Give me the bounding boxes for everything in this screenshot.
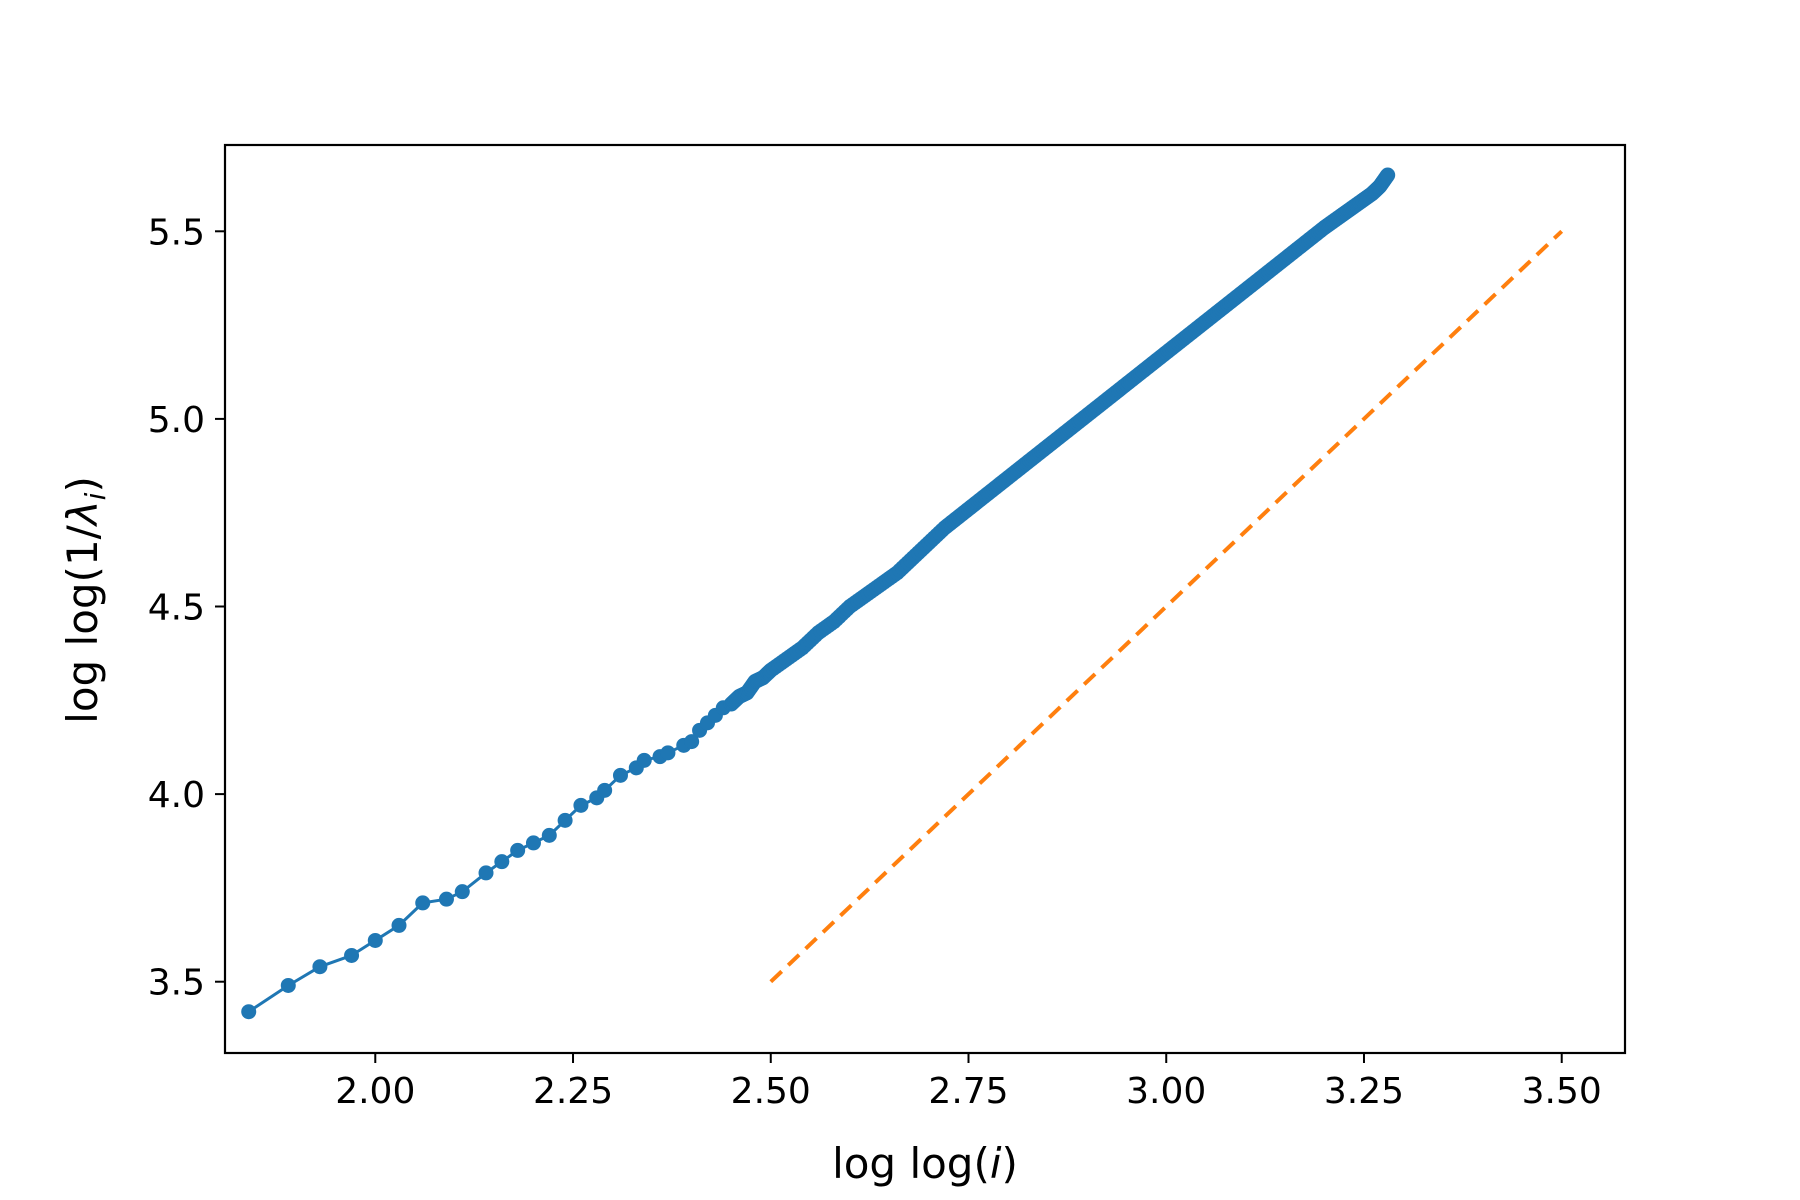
y-axis: 3.5 4.0 4.5 5.0 5.5	[148, 212, 225, 1004]
data-point	[660, 745, 676, 761]
x-tick-label: 2.50	[731, 1071, 811, 1112]
data-point	[684, 734, 700, 750]
data-point	[415, 895, 431, 911]
y-tick-label: 5.5	[148, 212, 205, 253]
data-point	[312, 959, 328, 975]
data-point	[478, 865, 494, 881]
data-point	[494, 854, 510, 870]
data-point	[280, 977, 296, 993]
x-tick-label: 3.50	[1522, 1071, 1602, 1112]
x-tick-label: 2.75	[928, 1071, 1008, 1112]
data-point	[510, 842, 526, 858]
y-tick-label: 5.0	[148, 400, 205, 441]
y-tick-label: 4.5	[148, 588, 205, 629]
y-tick-label: 4.0	[148, 775, 205, 816]
data-point	[241, 1004, 257, 1020]
data-series	[241, 167, 1396, 1020]
reference-line	[769, 229, 1564, 984]
axes-frame	[223, 143, 1627, 1055]
data-point	[391, 917, 407, 933]
y-tick-label: 3.5	[148, 963, 205, 1004]
data-point	[1380, 167, 1396, 183]
plot-area	[223, 143, 1627, 1055]
data-point	[612, 767, 628, 783]
data-point	[344, 947, 360, 963]
data-point	[597, 782, 613, 798]
data-point	[454, 884, 470, 900]
x-tick-label: 2.25	[533, 1071, 613, 1112]
data-point	[525, 835, 541, 851]
y-axis-label: log log(1/λi)	[58, 476, 112, 724]
x-tick-label: 3.00	[1126, 1071, 1206, 1112]
x-tick-label: 2.00	[335, 1071, 415, 1112]
data-point	[541, 827, 557, 843]
data-point	[367, 932, 383, 948]
x-tick-label: 3.25	[1324, 1071, 1404, 1112]
data-point	[636, 752, 652, 768]
data-point	[573, 797, 589, 813]
data-point	[557, 812, 573, 828]
x-axis: 2.00 2.25 2.50 2.75 3.00 3.25 3.50	[335, 1053, 1602, 1112]
x-axis-label: log log(i)	[832, 1139, 1018, 1188]
series-layer	[241, 167, 1564, 1020]
data-point	[438, 891, 454, 907]
series-line	[247, 174, 1389, 1013]
